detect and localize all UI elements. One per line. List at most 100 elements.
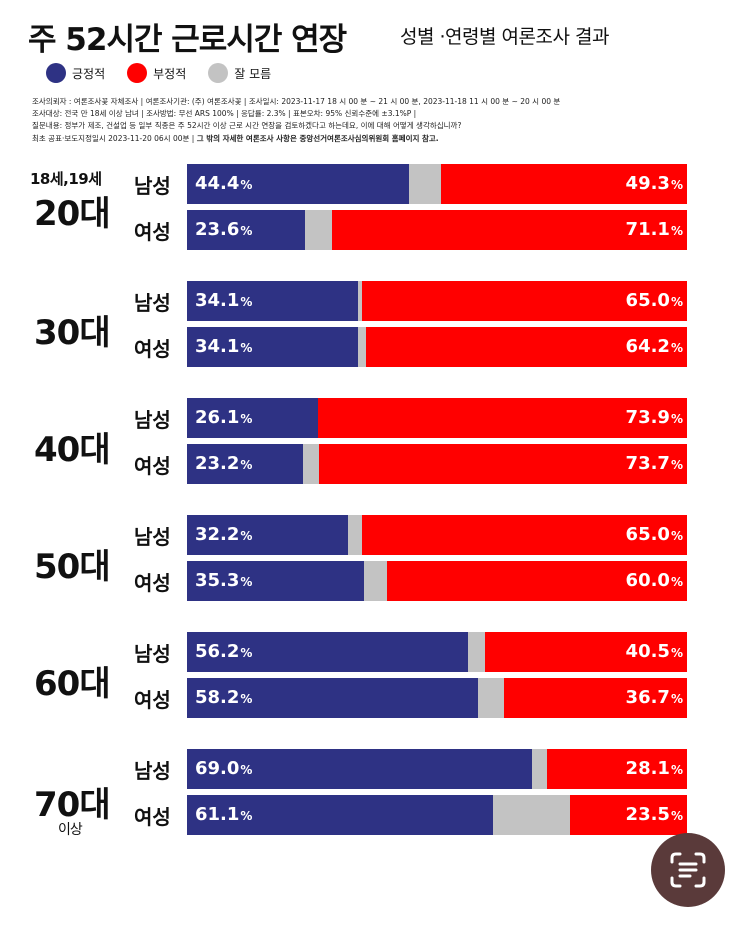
percent-sign: % bbox=[240, 178, 253, 192]
value-label-positive: 23.6% bbox=[195, 219, 253, 240]
gender-label: 여성 bbox=[134, 220, 171, 244]
text-scan-button[interactable] bbox=[651, 833, 725, 907]
value-label-positive: 26.1% bbox=[195, 407, 253, 428]
gender-label: 남성 bbox=[134, 408, 171, 432]
bar-segment-negative bbox=[503, 678, 687, 718]
percent-sign: % bbox=[240, 341, 253, 355]
value-label-negative: 65.0% bbox=[625, 524, 683, 545]
legend-label-negative: 부정적 bbox=[153, 66, 187, 81]
gender-label: 여성 bbox=[134, 688, 171, 712]
bar-segment-positive bbox=[187, 281, 358, 321]
gender-label: 남성 bbox=[134, 642, 171, 666]
bar-row: 58.2% 36.7% bbox=[187, 678, 687, 718]
percent-sign: % bbox=[670, 763, 683, 777]
value-label-positive: 56.2% bbox=[195, 641, 253, 662]
bar-segment-positive bbox=[187, 515, 348, 555]
percent-sign: % bbox=[240, 224, 253, 238]
percent-sign: % bbox=[670, 646, 683, 660]
value-label-negative: 73.9% bbox=[625, 407, 683, 428]
bar-row: 69.0% 28.1% bbox=[187, 749, 687, 789]
gender-label: 남성 bbox=[134, 525, 171, 549]
value-label-negative: 23.5% bbox=[625, 804, 683, 825]
meta-line-target: 조사대상: 전국 만 18세 이상 남녀 | 조사방법: 무선 ARS 100%… bbox=[32, 109, 417, 119]
age-group-qualifier: 이상 bbox=[58, 822, 83, 838]
meta-line-question: 질문내용: 정부가 제조, 건설업 등 일부 직종은 주 52시간 이상 근로 … bbox=[32, 121, 462, 131]
bar-segment-positive bbox=[187, 327, 358, 367]
meta-publish-date: 최초 공표·보도지정일시 2023-11-20 06시 00분 | bbox=[32, 133, 197, 143]
gender-label: 남성 bbox=[134, 174, 171, 198]
percent-sign: % bbox=[240, 763, 253, 777]
bar-segment-unknown bbox=[492, 795, 570, 835]
bar-segment-negative bbox=[362, 281, 687, 321]
bar-segment-positive bbox=[187, 749, 532, 789]
bar-segment-negative bbox=[440, 164, 687, 204]
gender-label: 남성 bbox=[134, 291, 171, 315]
bar-row: 26.1% 73.9% bbox=[187, 398, 687, 438]
percent-sign: % bbox=[240, 412, 253, 426]
percent-sign: % bbox=[240, 529, 253, 543]
value-label-negative: 71.1% bbox=[625, 219, 683, 240]
legend-item-positive: 긍정적 bbox=[46, 63, 105, 83]
bar-segment-unknown bbox=[468, 632, 485, 672]
age-group-label: 20대 bbox=[34, 194, 111, 234]
value-label-positive: 32.2% bbox=[195, 524, 253, 545]
bar-segment-positive bbox=[187, 632, 468, 672]
age-group-label: 30대 bbox=[34, 313, 111, 353]
bar-row: 23.6% 71.1% bbox=[187, 210, 687, 250]
percent-sign: % bbox=[670, 529, 683, 543]
bar-row: 35.3% 60.0% bbox=[187, 561, 687, 601]
gender-label: 여성 bbox=[134, 571, 171, 595]
bar-segment-negative bbox=[331, 210, 687, 250]
legend-item-unknown: 잘 모름 bbox=[208, 63, 271, 83]
bar-segment-unknown bbox=[363, 561, 387, 601]
legend-dot-positive bbox=[46, 63, 66, 83]
percent-sign: % bbox=[670, 458, 683, 472]
value-label-positive: 58.2% bbox=[195, 687, 253, 708]
bar-row: 61.1% 23.5% bbox=[187, 795, 687, 835]
bar-segment-negative bbox=[318, 444, 687, 484]
percent-sign: % bbox=[670, 412, 683, 426]
bar-row: 34.1% 65.0% bbox=[187, 281, 687, 321]
legend: 긍정적 부정적 잘 모름 bbox=[46, 63, 293, 83]
legend-label-unknown: 잘 모름 bbox=[234, 66, 272, 81]
age-group-sublabel: 18세,19세 bbox=[30, 170, 102, 188]
bar-segment-positive bbox=[187, 678, 478, 718]
value-label-negative: 73.7% bbox=[625, 453, 683, 474]
bar-segment-negative bbox=[362, 515, 687, 555]
percent-sign: % bbox=[670, 575, 683, 589]
value-label-positive: 35.3% bbox=[195, 570, 253, 591]
value-label-positive: 61.1% bbox=[195, 804, 253, 825]
value-label-positive: 34.1% bbox=[195, 290, 253, 311]
age-group-label: 70대 bbox=[34, 785, 111, 825]
percent-sign: % bbox=[240, 646, 253, 660]
bar-row: 44.4% 49.3% bbox=[187, 164, 687, 204]
bar-segment-unknown bbox=[305, 210, 332, 250]
meta-line-requester: 조사의뢰자 : 여론조사꽃 자체조사 | 여론조사기관: (주) 여론조사꽃 |… bbox=[32, 97, 561, 106]
age-group-label: 50대 bbox=[34, 547, 111, 587]
gender-label: 남성 bbox=[134, 759, 171, 783]
value-label-negative: 36.7% bbox=[625, 687, 683, 708]
bar-segment-negative bbox=[366, 327, 687, 367]
legend-item-negative: 부정적 bbox=[127, 63, 186, 83]
value-label-negative: 65.0% bbox=[625, 290, 683, 311]
page-title: 주 52시간 근로시간 연장 bbox=[28, 22, 347, 58]
bar-row: 23.2% 73.7% bbox=[187, 444, 687, 484]
value-label-positive: 69.0% bbox=[195, 758, 253, 779]
bar-segment-negative bbox=[546, 749, 687, 789]
bar-segment-unknown bbox=[348, 515, 362, 555]
value-label-positive: 34.1% bbox=[195, 336, 253, 357]
percent-sign: % bbox=[240, 809, 253, 823]
percent-sign: % bbox=[240, 575, 253, 589]
percent-sign: % bbox=[670, 341, 683, 355]
percent-sign: % bbox=[670, 295, 683, 309]
legend-dot-negative bbox=[127, 63, 148, 83]
bar-segment-positive bbox=[187, 398, 318, 438]
bar-segment-positive bbox=[187, 210, 305, 250]
value-label-positive: 44.4% bbox=[195, 173, 253, 194]
value-label-negative: 60.0% bbox=[625, 570, 683, 591]
page-subtitle: 성별 ·연령별 여론조사 결과 bbox=[400, 26, 609, 48]
percent-sign: % bbox=[670, 178, 683, 192]
value-label-negative: 28.1% bbox=[625, 758, 683, 779]
bar-segment-unknown bbox=[409, 164, 441, 204]
survey-metadata: 조사의뢰자 : 여론조사꽃 자체조사 | 여론조사기관: (주) 여론조사꽃 |… bbox=[32, 96, 732, 145]
